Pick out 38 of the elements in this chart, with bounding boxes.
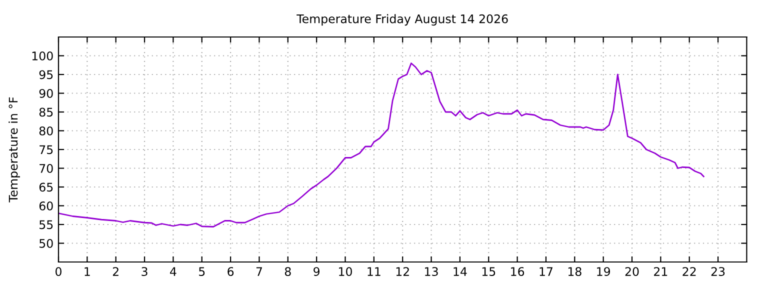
x-tick-label: 15 [482,267,496,276]
y-axis-title: Temperature in °F [8,97,20,202]
x-tick-label: 11 [368,267,380,276]
x-tick-label: 3 [142,267,148,276]
y-tick-label: 50 [40,238,53,248]
y-tick-label: 85 [39,108,53,117]
x-tick-label: 8 [284,267,291,276]
x-tick-label: 22 [682,267,696,276]
x-tick-label: 1 [84,267,90,276]
y-tick-label: 95 [39,70,53,80]
chart-title: Temperature Friday August 14 2026 [296,14,508,26]
y-tick-label: 80 [39,126,53,136]
y-tick-label: 90 [39,88,53,98]
x-tick-label: 0 [56,267,62,276]
x-tick-label: 10 [339,267,352,276]
y-tick-label: 100 [32,51,53,60]
x-tick-label: 23 [711,267,725,276]
x-tick-label: 17 [540,267,552,276]
y-tick-label: 55 [40,220,53,230]
x-tick-label: 9 [314,267,320,276]
x-tick-label: 21 [654,267,668,276]
y-tick-label: 65 [39,182,53,192]
line-series [58,62,704,228]
y-tick-label: 70 [40,164,53,173]
x-tick-label: 20 [625,267,639,276]
x-tick-label: 16 [511,267,524,276]
x-tick-label: 2 [112,267,118,276]
x-tick-label: 4 [170,267,176,276]
x-tick-label: 7 [256,267,262,276]
x-tick-label: 18 [568,267,582,276]
x-tick-label: 19 [597,267,610,276]
x-tick-label: 12 [396,267,409,276]
y-tick-label: 75 [40,145,53,154]
x-tick-label: 14 [454,267,467,276]
y-tick-label: 60 [39,201,53,210]
x-tick-label: 5 [199,267,205,276]
x-tick-label: 13 [425,267,438,276]
x-tick-label: 6 [228,267,234,276]
